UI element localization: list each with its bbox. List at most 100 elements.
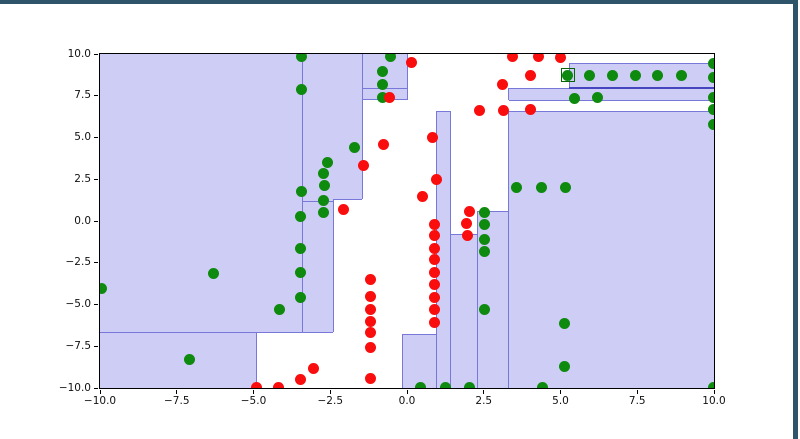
data-point-red	[428, 266, 440, 278]
data-point-green	[294, 210, 306, 222]
data-point-red	[272, 381, 284, 388]
data-point-red	[473, 105, 485, 117]
data-point-red	[365, 327, 377, 339]
x-tick	[99, 390, 101, 394]
data-point-green	[629, 69, 641, 81]
data-point-green	[376, 65, 388, 77]
x-tick-label: −10.0	[83, 395, 117, 407]
decision-region	[100, 332, 257, 388]
data-point-green	[708, 57, 714, 69]
y-tick	[94, 387, 98, 389]
y-tick-label: 0.0	[74, 214, 91, 227]
data-point-red	[428, 304, 440, 316]
data-point-red	[378, 138, 390, 150]
data-point-green	[295, 84, 307, 96]
data-point-red	[498, 105, 510, 117]
data-point-red	[295, 373, 307, 385]
window-right-edge	[793, 0, 798, 439]
data-point-green	[606, 69, 618, 81]
data-point-red	[428, 242, 440, 254]
data-point-green	[708, 381, 714, 388]
data-point-red	[428, 279, 440, 291]
data-point-red	[338, 204, 350, 216]
data-point-red	[532, 54, 544, 63]
x-tick-label: 10.0	[702, 395, 726, 407]
decision-region	[508, 111, 714, 388]
data-point-green	[478, 207, 490, 219]
x-tick	[636, 390, 638, 394]
data-point-green	[321, 157, 333, 169]
data-point-red	[555, 54, 566, 63]
region-boundary-line	[333, 198, 363, 200]
data-point-red	[461, 218, 473, 230]
data-point-green	[208, 268, 220, 280]
y-tick	[94, 220, 98, 222]
data-point-green	[478, 219, 490, 231]
data-point-red	[416, 191, 428, 203]
y-tick-label: 10.0	[67, 47, 91, 60]
data-point-green	[558, 360, 570, 372]
data-point-green	[562, 69, 574, 81]
region-boundary-line	[477, 210, 508, 212]
data-point-green	[510, 181, 522, 193]
x-tick	[329, 390, 331, 394]
data-point-red	[428, 219, 440, 231]
decision-region	[402, 334, 437, 388]
region-boundary-line	[436, 110, 451, 112]
data-point-green	[376, 79, 388, 91]
data-point-green	[295, 185, 307, 197]
x-tick	[713, 390, 715, 394]
x-tick	[176, 390, 178, 394]
window-top-bar	[0, 0, 797, 4]
region-boundary-line	[508, 110, 714, 112]
x-tick	[253, 390, 254, 394]
y-tick-label: 2.5	[74, 172, 91, 185]
data-point-red	[428, 291, 440, 303]
data-point-green	[708, 71, 714, 83]
data-point-red	[365, 304, 377, 316]
x-tick-label: −7.5	[164, 395, 190, 407]
x-tick	[483, 390, 485, 394]
x-tick-label: −2.5	[317, 395, 344, 407]
y-tick-label: −10.0	[58, 381, 91, 394]
y-tick-label: 5.0	[74, 131, 91, 143]
data-point-red	[430, 174, 442, 186]
data-point-red	[463, 205, 475, 217]
x-tick	[560, 390, 561, 394]
x-tick-label: 2.5	[475, 395, 493, 407]
data-point-red	[426, 132, 438, 143]
region-boundary-line	[477, 211, 479, 388]
data-point-green	[708, 104, 714, 116]
x-tick	[406, 390, 408, 394]
data-point-green	[558, 318, 570, 330]
decision-region	[333, 54, 363, 200]
data-point-green	[464, 381, 476, 388]
region-boundary-line	[332, 199, 334, 333]
data-point-green	[478, 304, 490, 316]
x-tick-label: 5.0	[552, 395, 569, 407]
region-boundary-line	[402, 334, 437, 336]
data-point-red	[307, 362, 319, 374]
region-boundary-line	[450, 111, 452, 388]
data-point-green	[100, 283, 108, 295]
data-point-green	[568, 92, 580, 104]
data-point-green	[536, 381, 548, 388]
data-point-green	[318, 168, 330, 180]
y-tick	[94, 304, 98, 305]
data-point-red	[525, 69, 537, 81]
data-point-green	[318, 195, 330, 207]
data-point-red	[405, 57, 417, 69]
region-boundary-line	[401, 334, 403, 388]
data-point-green	[708, 118, 714, 130]
data-point-green	[295, 54, 307, 63]
data-point-red	[383, 91, 395, 103]
data-point-green	[584, 69, 596, 81]
highlighted-point-box	[560, 68, 575, 83]
data-point-green	[708, 91, 714, 103]
data-point-green	[349, 142, 361, 154]
data-point-green	[294, 242, 306, 254]
y-tick-label: −5.0	[65, 298, 92, 310]
data-point-green	[318, 179, 330, 191]
data-point-red	[428, 254, 440, 266]
